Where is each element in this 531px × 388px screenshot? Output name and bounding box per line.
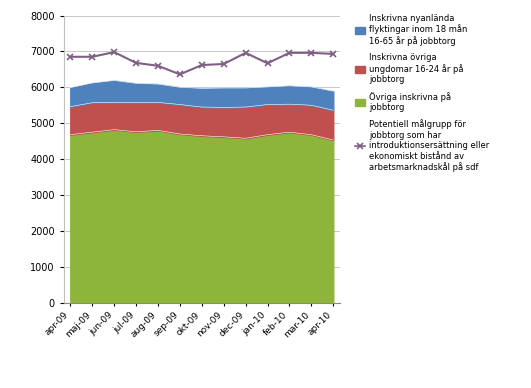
Legend: Inskrivna nyanlända
flyktingar inom 18 mån
16-65 år på jobbtorg, Inskrivna övrig: Inskrivna nyanlända flyktingar inom 18 m…	[355, 14, 490, 172]
